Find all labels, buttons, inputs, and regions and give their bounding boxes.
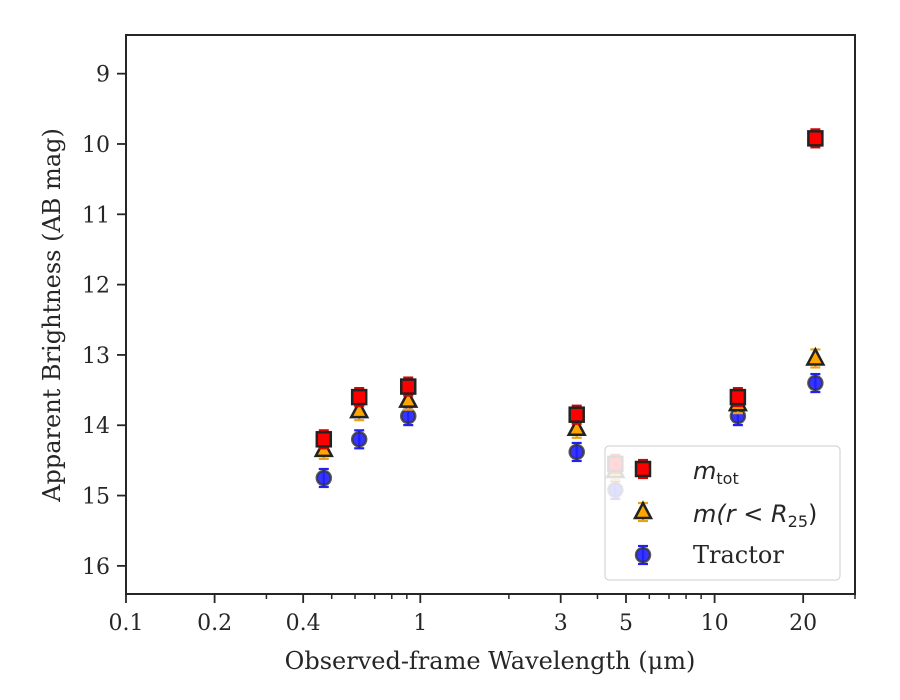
x-tick-label: 0.4 — [286, 611, 321, 636]
data-point-tractor — [315, 467, 333, 489]
y-tick-label: 15 — [82, 485, 110, 510]
data-point-mtot — [399, 376, 417, 397]
y-tick-label: 16 — [82, 555, 110, 580]
y-tick-label: 14 — [82, 414, 110, 439]
data-point-mtot — [315, 429, 333, 450]
legend-box — [604, 445, 841, 581]
data-point-tractor — [807, 372, 824, 394]
y-tick-label: 10 — [82, 133, 110, 158]
y-tick-label: 12 — [82, 274, 110, 299]
data-point-tractor — [568, 441, 585, 463]
legend-marker-square — [634, 458, 652, 480]
legend-marker-tractor — [634, 544, 652, 566]
x-tick-label: 20 — [789, 611, 817, 636]
y-tick-label: 11 — [82, 203, 110, 228]
legend-marker-circle — [634, 544, 652, 566]
x-tick-label: 1 — [413, 611, 427, 636]
data-point-mtot — [807, 128, 824, 149]
x-axis: 0.1 0.2 0.4 1 3 5 10 20 — [109, 594, 856, 636]
data-point-mr25 — [805, 346, 826, 369]
plot-area — [313, 128, 826, 501]
y-tick-label: 9 — [96, 63, 110, 88]
x-tick-label: 10 — [701, 611, 729, 636]
x-axis-label: Observed-frame Wavelength (μm) — [285, 647, 696, 675]
data-point-mtot — [568, 404, 585, 425]
legend-marker-triangle — [632, 500, 654, 523]
x-tick-label: 0.2 — [197, 611, 232, 636]
legend-label-mtot: mtot — [693, 457, 739, 488]
data-point-mtot — [729, 387, 747, 408]
y-axis-label: Apparent Brightness (AB mag) — [38, 128, 66, 503]
x-tick-label: 3 — [554, 611, 568, 636]
legend-marker-mtot — [634, 458, 652, 480]
legend-marker-mr25 — [632, 500, 654, 523]
legend: mtot m(r < R25) Tractor — [604, 445, 841, 581]
data-point-mtot — [350, 387, 368, 408]
data-point-tractor — [350, 429, 368, 450]
legend-label-mr25: m(r < R25) — [693, 500, 817, 531]
plot-frame — [125, 34, 856, 595]
x-tick-label: 0.1 — [109, 611, 144, 636]
legend-label-tractor: Tractor — [693, 541, 784, 569]
y-tick-label: 13 — [82, 344, 110, 369]
x-tick-label: 5 — [619, 611, 633, 636]
y-axis: 9 10 11 12 13 14 15 16 — [82, 63, 126, 580]
